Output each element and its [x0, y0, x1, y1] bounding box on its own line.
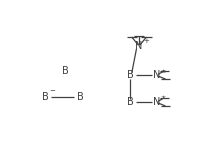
Text: B: B [77, 92, 84, 102]
Text: B: B [127, 70, 134, 80]
Text: B: B [127, 97, 134, 107]
Text: N: N [136, 41, 143, 51]
Text: N: N [153, 97, 160, 107]
Text: ±: ± [160, 69, 165, 74]
Text: N: N [153, 70, 160, 80]
Text: +: + [143, 38, 149, 44]
Text: B: B [62, 66, 69, 76]
Text: ±: ± [160, 96, 165, 100]
Text: −: − [50, 88, 56, 94]
Text: B: B [42, 92, 49, 102]
